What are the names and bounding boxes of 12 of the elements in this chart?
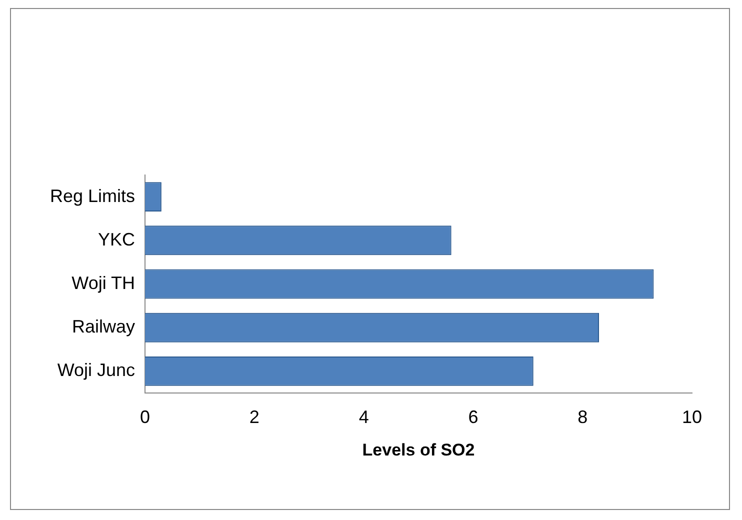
x-axis-title: Levels of SO2 — [362, 440, 475, 460]
x-tick-label: 4 — [358, 406, 369, 427]
y-tick-label: Woji TH — [72, 272, 136, 293]
x-tick-label: 2 — [249, 406, 260, 427]
y-tick-label: Woji Junc — [57, 360, 136, 380]
y-tick-label: Railway — [72, 316, 136, 337]
x-tick-label: 10 — [682, 406, 702, 427]
x-tick-label: 6 — [468, 406, 478, 427]
x-tick-label: 0 — [140, 406, 150, 427]
x-tick-label: 8 — [578, 406, 588, 427]
y-tick-label: Reg Limits — [50, 186, 136, 206]
y-tick-label: YKC — [98, 229, 136, 250]
